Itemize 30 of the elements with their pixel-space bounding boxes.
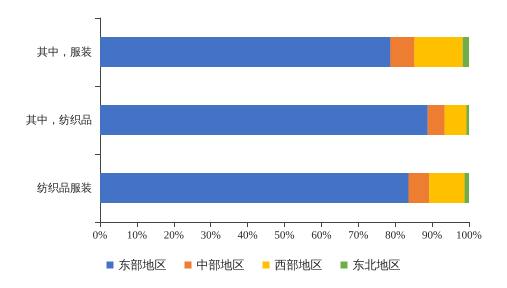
bar — [466, 105, 469, 135]
legend-label: 中部地区 — [196, 258, 244, 272]
bar — [462, 37, 469, 67]
bar — [100, 173, 408, 203]
bar — [408, 173, 430, 203]
bar — [464, 173, 469, 203]
bar — [100, 37, 390, 67]
legend-label: 东部地区 — [118, 258, 166, 272]
bar — [414, 37, 463, 67]
x-tick-label: 30% — [200, 230, 221, 242]
bar — [390, 37, 414, 67]
x-tick-label: 50% — [274, 230, 295, 242]
bar — [428, 105, 445, 135]
legend-label: 西部地区 — [274, 258, 322, 272]
bar — [429, 173, 465, 203]
x-tick-label: 0% — [92, 230, 108, 242]
x-tick-label: 40% — [238, 230, 258, 242]
x-tick-label: 100% — [456, 230, 482, 242]
x-tick-label: 80% — [385, 230, 406, 242]
legend-label: 东北地区 — [352, 258, 400, 272]
bar — [100, 105, 428, 135]
y-tick-label: 纺织品服装 — [37, 182, 92, 194]
x-tick-label: 90% — [422, 230, 442, 242]
x-tick-label: 10% — [126, 230, 147, 242]
x-tick-label: 70% — [348, 230, 368, 242]
x-tick-label: 20% — [164, 230, 184, 242]
x-tick-label: 60% — [311, 230, 332, 242]
y-tick-label: 其中，纺织品 — [26, 114, 92, 126]
y-tick-label: 其中，服装 — [37, 46, 92, 58]
bar — [444, 105, 466, 135]
